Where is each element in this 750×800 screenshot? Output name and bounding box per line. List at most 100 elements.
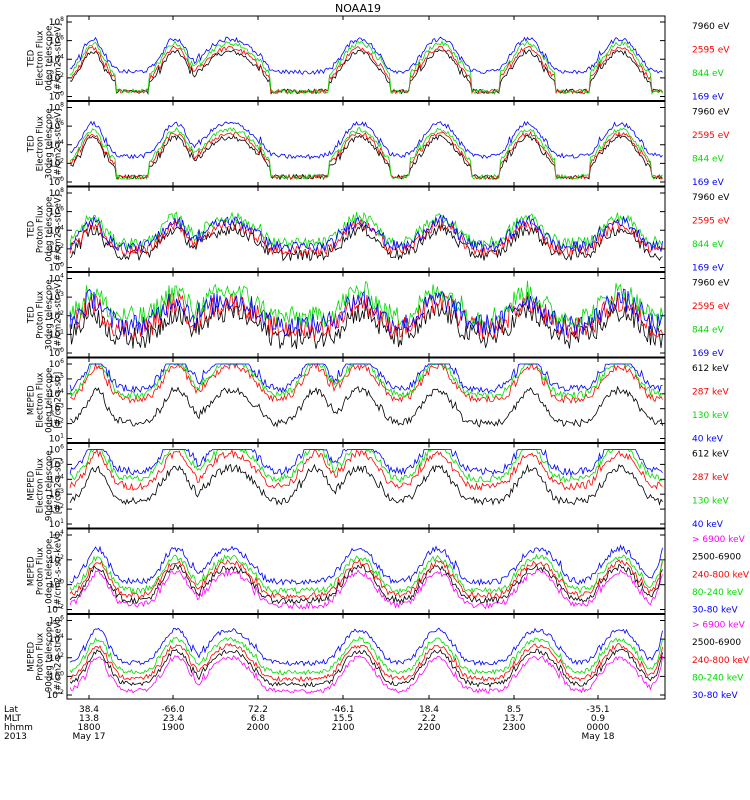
y-axis-label: TED Electron Flux 0deg telescope [#/cm2-s-s… xyxy=(27,23,64,93)
plot-frame xyxy=(66,15,666,101)
x-tick-label: 2.2 xyxy=(422,714,436,724)
y-axis-label: TED Electron Flux 30deg telescope [#/cm2-s-… xyxy=(27,108,64,179)
legend-entry: 169 eV xyxy=(692,264,725,274)
y-label-line: [#/cm2-s-str-keV] xyxy=(54,619,64,694)
x-tick-label: May 18 xyxy=(582,732,615,742)
x-tick-label: 72.2 xyxy=(248,705,268,715)
y-axis-label: TED Proton Flux 30deg telescope [#/cm2-s-st… xyxy=(27,279,64,350)
plot-frame xyxy=(66,614,666,700)
legend-entry: 287 keV xyxy=(692,473,729,483)
y-label-line: Proton Flux xyxy=(36,633,46,681)
y-label-line: TED xyxy=(27,306,37,325)
legend-entry: 169 eV xyxy=(692,93,725,103)
legend-entry: 130 keV xyxy=(692,411,729,421)
series-trace xyxy=(69,553,663,595)
legend-entry: 2595 eV xyxy=(692,217,730,227)
y-label-line: [#/cm2-s-str] xyxy=(54,372,64,429)
series-trace xyxy=(69,288,663,337)
x-row-label: MLT xyxy=(4,714,22,724)
x-tick-label: 15.5 xyxy=(333,714,353,724)
y-label-line: Proton Flux xyxy=(36,547,46,595)
y-label-line: 0deg telescope xyxy=(45,539,55,604)
x-tick-label: May 17 xyxy=(73,732,106,742)
y-label-line: 0deg telescope xyxy=(45,26,55,91)
y-axis-label: MEPED Electron Flux 0deg telescope [#/cm2-s… xyxy=(27,368,64,433)
x-tick-label: 1900 xyxy=(162,723,185,733)
plot-frame xyxy=(66,528,666,614)
y-label-line: [#/cm2-s-str] xyxy=(54,457,64,514)
x-tick-label: 2200 xyxy=(418,723,441,733)
series-trace xyxy=(69,558,663,600)
y-label-line: MEPED xyxy=(27,385,37,415)
y-label-line: [#/cm2-s-str-keV] xyxy=(54,534,64,609)
x-tick-label: 2100 xyxy=(332,723,355,733)
plot-frame xyxy=(66,443,666,529)
series-trace xyxy=(69,211,663,250)
y-axis-label: MEPED Electron Flux 90deg telescope [#/cm2-… xyxy=(27,450,64,521)
y-label-line: 30deg telescope xyxy=(45,279,55,350)
legend-entry: 844 eV xyxy=(692,69,725,79)
series-trace xyxy=(69,126,663,181)
legend-entry: 169 eV xyxy=(692,349,725,359)
legend-entry: 30-80 keV xyxy=(692,691,738,701)
series-trace xyxy=(69,385,663,428)
y-label-line: TED xyxy=(27,135,37,154)
legend-entry: 844 eV xyxy=(692,240,725,250)
y-label-line: Proton Flux xyxy=(36,291,46,339)
y-label-line: TED xyxy=(27,49,37,68)
y-label-line: 90deg telescope xyxy=(45,621,55,692)
series-trace xyxy=(69,568,663,610)
legend-entry: 612 keV xyxy=(692,364,729,374)
y-label-line: MEPED xyxy=(27,556,37,586)
plot-frame xyxy=(66,272,666,358)
legend-entry: 7960 eV xyxy=(692,279,730,289)
legend-entry: 2500-6900 xyxy=(692,553,741,563)
series-trace xyxy=(69,362,663,405)
legend-entry: 2595 eV xyxy=(692,46,730,56)
legend-entry: 40 keV xyxy=(692,435,724,445)
legend-entry: 844 eV xyxy=(692,155,725,165)
x-tick-label: 1800 xyxy=(78,723,101,733)
y-label-line: [#/cm2-s-str-eV] xyxy=(54,23,64,93)
x-tick-label: 23.4 xyxy=(163,714,183,724)
series-trace xyxy=(69,563,663,605)
legend-entry: 7960 eV xyxy=(692,108,730,118)
series-trace xyxy=(69,544,663,587)
y-label-line: [#/cm2-s-str-eV] xyxy=(54,194,64,264)
x-tick-label: 0000 xyxy=(587,723,610,733)
y-label-line: Electron Flux xyxy=(36,116,46,171)
x-tick-label: 6.8 xyxy=(251,714,266,724)
legend-entry: 844 eV xyxy=(692,326,725,336)
series-trace xyxy=(69,627,663,667)
y-label-line: [#/cm2-s-str-eV] xyxy=(54,109,64,179)
x-tick-label: -46.1 xyxy=(331,705,354,715)
series-trace xyxy=(69,363,663,394)
legend-entry: 612 keV xyxy=(692,450,729,460)
series-trace xyxy=(69,45,663,95)
plot-frame xyxy=(66,101,666,187)
y-label-line: MEPED xyxy=(27,470,37,500)
y-axis-label: MEPED Proton Flux 90deg telescope [#/cm2-s-… xyxy=(27,619,64,694)
x-tick-label: 18.4 xyxy=(419,705,439,715)
legend-entry: 2595 eV xyxy=(692,131,730,141)
y-label-line: MEPED xyxy=(27,641,37,671)
x-row-label: 2013 xyxy=(4,732,27,742)
legend-entry: 7960 eV xyxy=(692,22,730,32)
y-label-line: [#/cm2-s-str-eV] xyxy=(54,280,64,350)
series-trace xyxy=(69,120,663,160)
series-trace xyxy=(69,362,663,400)
figure-title: NOAA19 xyxy=(335,2,381,15)
legend-entry: 40 keV xyxy=(692,520,724,530)
legend-entry: 7960 eV xyxy=(692,193,730,203)
series-trace xyxy=(69,448,663,492)
x-tick-label: 2000 xyxy=(247,723,270,733)
x-tick-label: -35.1 xyxy=(586,705,609,715)
legend-entry: 2595 eV xyxy=(692,302,730,312)
